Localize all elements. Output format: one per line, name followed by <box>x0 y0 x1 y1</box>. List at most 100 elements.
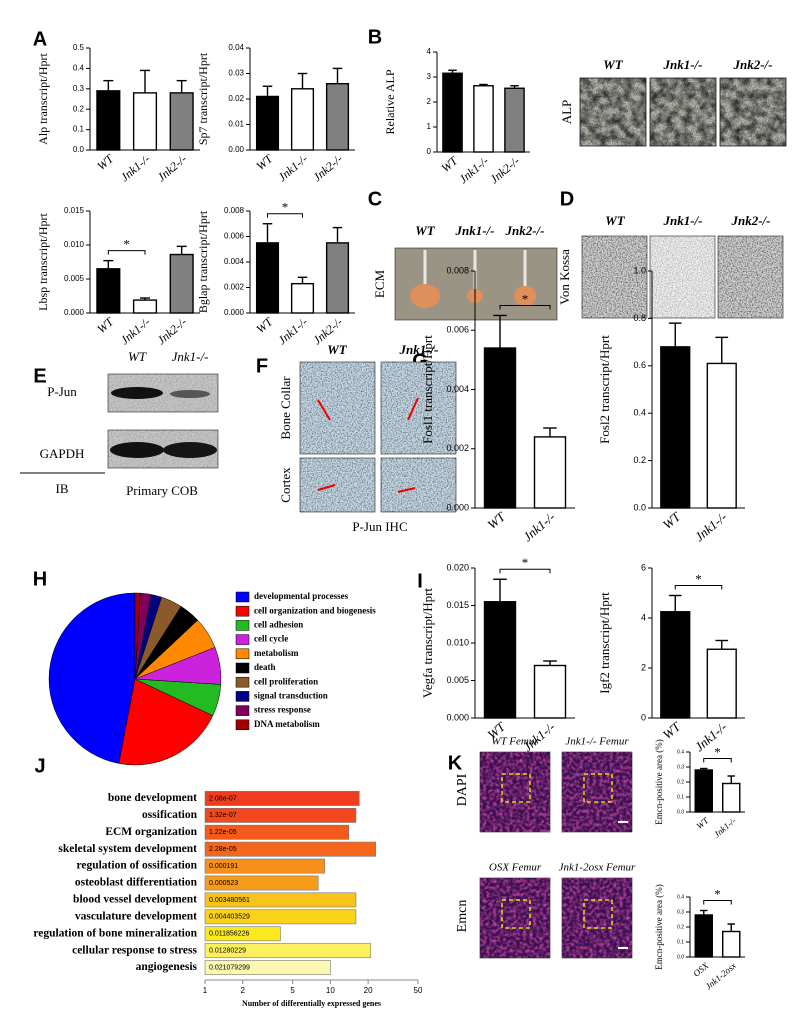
legend-swatch <box>235 719 250 731</box>
y-tick-label: 0.020 <box>446 562 469 572</box>
y-tick-label: 0.4 <box>677 749 684 755</box>
row-label: Bone Collar <box>278 376 293 440</box>
p-value: 0.011856226 <box>209 931 249 938</box>
y-tick-label: 0.2 <box>633 455 646 465</box>
column-label: Jnk2-/- <box>505 223 545 238</box>
band <box>170 390 210 398</box>
bar <box>204 841 377 857</box>
y-tick-label: cellular response to stress <box>72 944 197 956</box>
x-tick-label: WT <box>253 151 276 173</box>
p-value: 0.01280229 <box>209 947 246 954</box>
roi <box>583 773 613 803</box>
bar <box>722 782 741 813</box>
row-label: GAPDH <box>40 446 85 461</box>
x-tick-label: Jnk1-/- <box>712 815 738 839</box>
caption: Primary COB <box>126 483 198 498</box>
column-label: WT <box>327 342 348 357</box>
column-label: Jnk2-/- <box>733 57 773 72</box>
y-tick-label: vasculature development <box>75 910 197 922</box>
bar <box>290 88 315 151</box>
bar <box>204 858 325 874</box>
p-value: 0.004403529 <box>209 914 250 921</box>
image-label: Jnk1-/- Femur <box>565 736 629 748</box>
panel-letter: E <box>33 365 46 387</box>
bar <box>706 362 737 509</box>
y-tick-label: 1.0 <box>633 265 646 275</box>
y-axis-title: Emcn-positive area (%) <box>654 739 664 824</box>
image-texture <box>480 878 550 958</box>
x-tick-label: Jnk2-/- <box>487 154 522 187</box>
p-value: 0.021079299 <box>209 964 250 971</box>
bar <box>204 926 281 942</box>
column-label: WT <box>415 223 436 238</box>
y-tick-label: regulation of ossification <box>76 860 197 872</box>
row-label: P-Jun <box>47 384 77 399</box>
band <box>163 442 217 458</box>
y-tick-label: 0.01 <box>228 120 244 129</box>
panel-letter: I <box>417 570 423 592</box>
image-texture <box>480 752 550 832</box>
panel-letter: B <box>368 26 382 48</box>
y-tick-label: 0.1 <box>677 939 684 945</box>
y-tick-label: 0.000 <box>64 308 85 317</box>
legend-swatch <box>235 705 250 716</box>
significance-bracket <box>703 758 732 763</box>
significance-label: * <box>282 200 289 215</box>
roi <box>501 899 531 929</box>
y-axis-title: Fosl1 transcript/Hprt <box>420 335 435 444</box>
y-tick-label: 0.004 <box>224 257 245 266</box>
legend-label: death <box>254 662 276 672</box>
legend-label: stress response <box>254 705 311 715</box>
column-label: WT <box>603 57 624 72</box>
y-tick-label: 0.010 <box>446 637 469 647</box>
significance-bracket <box>703 900 732 905</box>
bar <box>290 282 315 314</box>
x-tick-label: Jnk1-/- <box>692 719 730 754</box>
y-tick-label: 1 <box>427 122 432 131</box>
y-tick-label: 0.002 <box>224 283 245 292</box>
x-tick-label: WT <box>660 719 684 743</box>
significance-bracket <box>674 585 723 590</box>
roi <box>501 773 531 803</box>
y-tick-label: 0.0 <box>633 502 646 512</box>
y-tick-label: 0.2 <box>677 779 684 785</box>
y-axis-title: Bglap transcript/Hprt <box>196 210 210 313</box>
y-tick-label: 0.002 <box>446 443 469 453</box>
p-value: 2.28e-05 <box>209 846 237 853</box>
pie-slice <box>134 592 141 680</box>
pellet <box>410 284 440 308</box>
y-tick-label: 0.3 <box>677 909 684 915</box>
p-value: 1.22e-05 <box>209 829 237 836</box>
x-tick-label: 5 <box>290 986 295 995</box>
x-tick-label: WT <box>694 815 711 831</box>
y-tick-label: 0.8 <box>633 313 646 323</box>
row-label: Cortex <box>278 467 293 503</box>
bar <box>533 664 567 719</box>
x-tick-label: Jnk1-/- <box>456 154 491 187</box>
legend-label: developmental processes <box>254 591 349 601</box>
x-tick-label: Jnk1-/- <box>520 509 558 544</box>
y-tick-label: 0.1 <box>73 125 85 134</box>
y-axis-title: Emcn-positive area (%) <box>654 884 664 969</box>
y-tick-label: 4 <box>427 47 432 56</box>
row-label: ECM <box>372 269 387 298</box>
significance-bracket <box>107 250 146 255</box>
x-axis-title: Number of differentially expressed genes <box>242 999 381 1008</box>
significance-bracket <box>499 304 551 310</box>
y-tick-label: 0.3 <box>73 84 85 93</box>
stain-label: DAPI <box>455 773 470 806</box>
significance-label: * <box>522 555 529 570</box>
bar <box>483 601 517 719</box>
legend-label: cell cycle <box>254 634 288 644</box>
column-label: WT <box>605 213 626 228</box>
bar <box>694 769 713 813</box>
legend-label: metabolism <box>254 648 299 658</box>
roi <box>583 899 613 929</box>
legend-label: cell organization and biogenesis <box>254 605 376 615</box>
legend-swatch <box>235 620 250 631</box>
y-tick-label: 0.005 <box>64 274 85 283</box>
y-tick-label: 0.1 <box>677 794 684 800</box>
y-tick-label: 2 <box>641 662 646 672</box>
x-tick-label: 1 <box>203 986 208 995</box>
